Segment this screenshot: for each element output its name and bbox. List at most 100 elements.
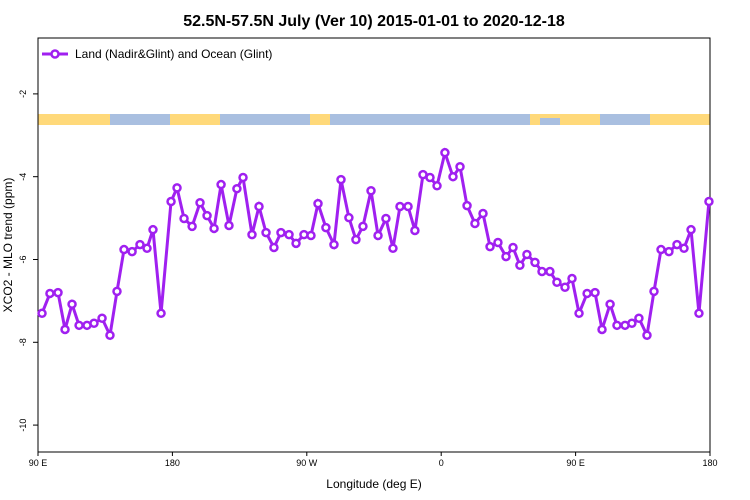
x-tick-label: 90 W bbox=[296, 458, 318, 468]
point bbox=[202, 210, 212, 221]
point bbox=[381, 213, 391, 224]
point bbox=[172, 183, 182, 193]
point bbox=[567, 273, 577, 284]
point bbox=[142, 243, 152, 254]
point bbox=[704, 196, 714, 207]
point bbox=[291, 238, 301, 249]
point bbox=[209, 223, 219, 234]
point bbox=[156, 308, 166, 319]
point bbox=[344, 212, 354, 223]
point bbox=[388, 243, 398, 254]
point bbox=[574, 308, 584, 319]
point bbox=[254, 201, 264, 212]
point bbox=[313, 198, 323, 209]
y-tick-label: -4 bbox=[18, 173, 28, 181]
point bbox=[537, 266, 547, 277]
point bbox=[410, 225, 420, 236]
point bbox=[545, 266, 555, 277]
point bbox=[694, 308, 704, 319]
point bbox=[166, 196, 176, 207]
point bbox=[232, 183, 242, 194]
legend-marker bbox=[50, 49, 60, 59]
point bbox=[448, 171, 458, 182]
point bbox=[53, 287, 63, 298]
point bbox=[470, 218, 480, 229]
point bbox=[329, 239, 339, 250]
map-strip bbox=[38, 114, 710, 125]
point bbox=[148, 224, 158, 235]
point bbox=[493, 237, 503, 248]
point bbox=[247, 229, 257, 240]
point bbox=[105, 330, 115, 341]
point bbox=[336, 174, 346, 185]
point bbox=[672, 239, 682, 250]
point bbox=[440, 147, 450, 158]
point bbox=[358, 221, 368, 232]
y-tick-label: -8 bbox=[18, 338, 28, 346]
point bbox=[179, 213, 189, 224]
point bbox=[37, 308, 47, 319]
point bbox=[74, 320, 84, 331]
point bbox=[522, 249, 532, 260]
y-tick-label: -10 bbox=[18, 419, 28, 432]
point bbox=[67, 299, 77, 309]
point bbox=[395, 201, 405, 212]
point bbox=[97, 313, 107, 324]
point bbox=[649, 286, 659, 297]
point bbox=[627, 318, 637, 328]
point bbox=[612, 320, 622, 331]
point bbox=[276, 227, 286, 238]
point bbox=[284, 229, 294, 240]
point bbox=[642, 330, 652, 341]
x-tick-label: 180 bbox=[165, 458, 180, 468]
point bbox=[432, 181, 442, 191]
point bbox=[508, 242, 518, 253]
point bbox=[560, 282, 570, 292]
point bbox=[224, 220, 234, 231]
point bbox=[351, 234, 361, 245]
point bbox=[306, 230, 316, 241]
x-tick-label: 90 E bbox=[566, 458, 585, 468]
point bbox=[195, 198, 205, 208]
point bbox=[679, 243, 689, 254]
point bbox=[686, 224, 696, 235]
point bbox=[634, 313, 644, 324]
point bbox=[462, 200, 472, 211]
point bbox=[455, 162, 465, 172]
point bbox=[664, 246, 674, 257]
point bbox=[119, 244, 129, 255]
point bbox=[321, 222, 331, 233]
point bbox=[485, 241, 495, 252]
point bbox=[45, 288, 55, 299]
point bbox=[590, 287, 600, 298]
point bbox=[187, 221, 197, 232]
point bbox=[373, 230, 383, 241]
point bbox=[478, 208, 488, 219]
point bbox=[135, 239, 145, 250]
point bbox=[60, 324, 70, 335]
x-tick-label: 0 bbox=[439, 458, 444, 468]
x-tick-label: 180 bbox=[702, 458, 717, 468]
point bbox=[582, 288, 592, 299]
y-tick-label: -6 bbox=[18, 255, 28, 263]
point bbox=[403, 201, 413, 212]
point bbox=[366, 186, 376, 196]
chart-title: 52.5N-57.5N July (Ver 10) 2015-01-01 to … bbox=[183, 13, 565, 30]
point bbox=[501, 251, 511, 262]
point bbox=[127, 246, 137, 257]
point bbox=[656, 244, 666, 255]
point bbox=[238, 172, 248, 183]
y-tick-label: -2 bbox=[18, 90, 28, 98]
legend-label: Land (Nadir&Glint) and Ocean (Glint) bbox=[75, 47, 272, 61]
point bbox=[530, 257, 540, 268]
plot-frame bbox=[37, 37, 711, 453]
point bbox=[515, 260, 525, 271]
x-axis-label: Longitude (deg E) bbox=[326, 477, 421, 491]
y-axis-label: XCO2 - MLO trend (ppm) bbox=[1, 178, 15, 313]
point bbox=[112, 286, 122, 297]
point bbox=[261, 227, 271, 238]
point bbox=[605, 299, 615, 309]
point bbox=[425, 172, 435, 183]
x-tick-label: 90 E bbox=[29, 458, 48, 468]
point bbox=[597, 324, 607, 335]
